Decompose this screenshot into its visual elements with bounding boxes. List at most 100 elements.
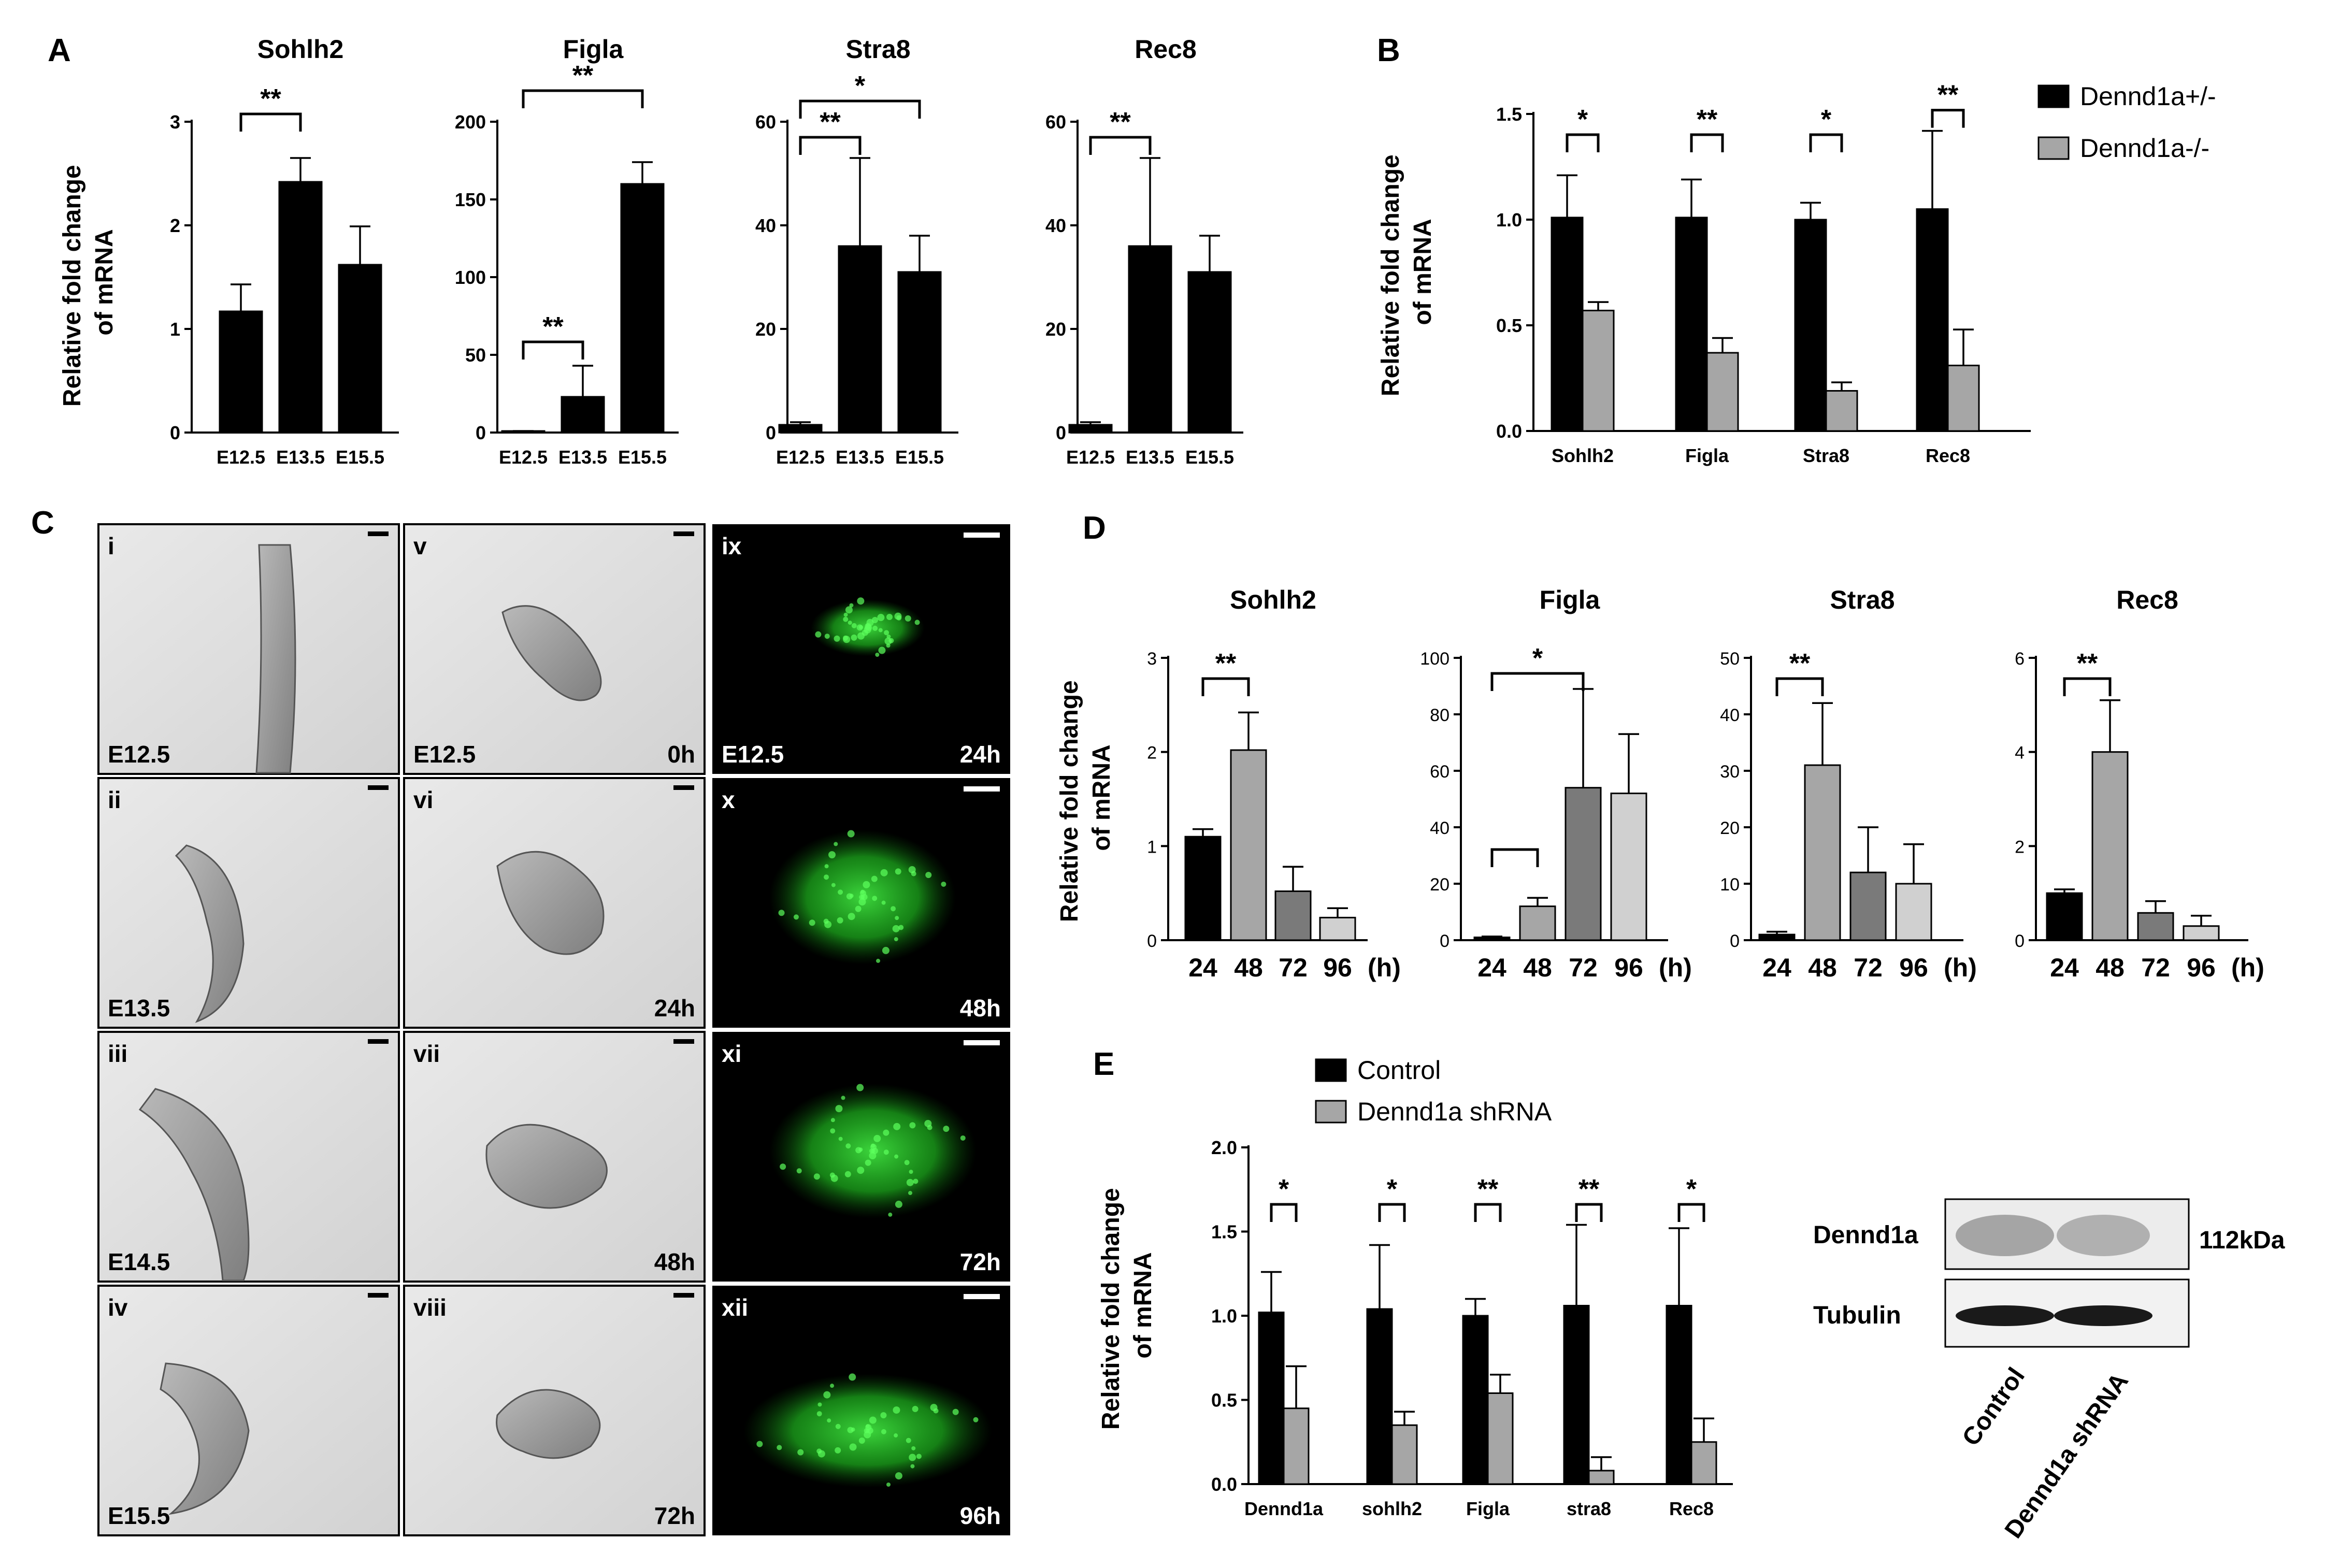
y-tick-label-D2-2: 40 bbox=[1430, 818, 1449, 838]
scale-bar bbox=[673, 785, 694, 790]
image-roman-label: x bbox=[722, 786, 735, 813]
scale-bar bbox=[964, 1294, 1000, 1299]
image-time-label: 72h bbox=[960, 1248, 1001, 1275]
x-tick-label-D3-2: 72 bbox=[1854, 953, 1883, 982]
gfp-speckle bbox=[883, 1149, 889, 1155]
gfp-speckle bbox=[891, 906, 896, 912]
scale-bar bbox=[368, 531, 389, 536]
bar-D1-0 bbox=[1184, 836, 1222, 941]
gfp-speckle bbox=[916, 1454, 922, 1459]
chart-D2: Figla 0 20 40 60 80 100 24 48 72 96 (h) * bbox=[1420, 585, 1692, 982]
gfp-speckle bbox=[881, 1429, 886, 1434]
sig-bracket-A3-0 bbox=[799, 136, 862, 155]
tissue-outline bbox=[138, 1088, 250, 1282]
sig-mark-A3-0: ** bbox=[820, 107, 841, 137]
bar-B-0-3 bbox=[1916, 208, 1949, 432]
gfp-speckle bbox=[878, 646, 886, 654]
gfp-speckle bbox=[837, 917, 843, 924]
tissue-outline bbox=[175, 844, 245, 1023]
gfp-speckle bbox=[871, 1147, 878, 1154]
legend-label-E-0: Control bbox=[1357, 1056, 1441, 1085]
gfp-speckle bbox=[848, 621, 852, 625]
x-tick-label-B-1: Figla bbox=[1685, 445, 1729, 466]
bar-B-0-0 bbox=[1551, 217, 1584, 432]
panel-label-B: B bbox=[1377, 33, 1400, 68]
y-tick-label-A2-1: 50 bbox=[465, 344, 486, 366]
gfp-speckle bbox=[893, 1123, 901, 1130]
bar-D1-3 bbox=[1319, 916, 1356, 941]
gfp-speckle bbox=[827, 1418, 831, 1423]
image-time-label: 96h bbox=[960, 1502, 1001, 1529]
bar-E-0-4 bbox=[1666, 1305, 1692, 1485]
y-tick-label-D3-4: 40 bbox=[1720, 706, 1740, 725]
sig-bracket-B-0 bbox=[1566, 133, 1600, 152]
gfp-speckle bbox=[824, 920, 832, 928]
image-c1-2: iii E14.5 bbox=[97, 1031, 400, 1283]
gfp-speckle bbox=[925, 872, 932, 879]
chart-title-A2: Figla bbox=[563, 35, 624, 64]
y-tick-label-D1-1: 1 bbox=[1147, 837, 1157, 857]
y-tick-label-A3-3: 60 bbox=[755, 111, 776, 133]
bar-A3-1 bbox=[838, 245, 882, 434]
gfp-speckle bbox=[930, 1404, 938, 1412]
sig-mark-B-0: * bbox=[1577, 105, 1588, 135]
sig-bracket-D2-0 bbox=[1490, 848, 1539, 867]
gfp-speckle bbox=[849, 1443, 857, 1451]
y-tick-label-D1-0: 0 bbox=[1147, 931, 1157, 951]
bar-D2-2 bbox=[1565, 787, 1602, 941]
image-c3-2: xi 72h bbox=[712, 1032, 1010, 1282]
gfp-speckle bbox=[796, 1168, 802, 1174]
bar-A1-0 bbox=[219, 310, 263, 434]
gfp-speckle bbox=[941, 881, 946, 887]
sig-bracket-E-0 bbox=[1270, 1203, 1298, 1222]
gfp-speckle bbox=[886, 643, 891, 648]
gfp-speckle bbox=[777, 1445, 782, 1450]
bar-B-0-2 bbox=[1794, 219, 1827, 432]
gfp-speckle bbox=[834, 635, 840, 642]
y-tick-label-D3-3: 30 bbox=[1720, 762, 1740, 782]
y-tick-label-D1-2: 2 bbox=[1147, 743, 1157, 763]
gfp-speckle bbox=[893, 1406, 900, 1414]
bar-E-1-3 bbox=[1588, 1470, 1615, 1485]
gfp-speckle bbox=[860, 889, 865, 894]
gfp-speckle bbox=[880, 1412, 887, 1419]
x-tick-label-B-0: Sohlh2 bbox=[1552, 445, 1614, 466]
x-tick-label-D2-3: 96 bbox=[1614, 953, 1643, 982]
gfp-speckle bbox=[973, 1417, 979, 1422]
x-tick-label-D3-0: 24 bbox=[1762, 953, 1791, 982]
tissue-outline bbox=[496, 1389, 601, 1459]
tissue-outline bbox=[496, 851, 605, 955]
x-tick-label-D3-1: 48 bbox=[1808, 953, 1837, 982]
gfp-speckle bbox=[824, 634, 830, 639]
sig-mark-A4-0: ** bbox=[1110, 107, 1131, 137]
gfp-speckle bbox=[904, 1160, 910, 1166]
tissue-outline bbox=[255, 544, 296, 774]
y-tick-label-D3-0: 0 bbox=[1730, 931, 1740, 951]
sig-bracket-B-1 bbox=[1690, 133, 1724, 152]
x-tick-label-A2-1: E13.5 bbox=[558, 447, 607, 468]
sig-bracket-B-2 bbox=[1809, 133, 1843, 152]
x-tick-label-A3-2: E15.5 bbox=[895, 447, 944, 468]
bar-D3-2 bbox=[1849, 871, 1887, 941]
x-tick-label-B-3: Rec8 bbox=[1926, 445, 1970, 466]
legend-label-B-0: Dennd1a+/- bbox=[2080, 82, 2216, 111]
sig-mark-A2-0: ** bbox=[542, 312, 564, 342]
gfp-speckle bbox=[830, 1174, 838, 1182]
bar-A1-1 bbox=[278, 181, 323, 434]
y-axis-title-E-line1: Relative fold change bbox=[1097, 1188, 1125, 1430]
gfp-speckle bbox=[895, 1472, 902, 1480]
gfp-speckle bbox=[843, 636, 851, 643]
y-tick-label-A2-2: 100 bbox=[455, 267, 486, 288]
y-axis-title-D: Relative fold change of mRNA bbox=[1056, 673, 1115, 922]
bar-E-1-2 bbox=[1487, 1392, 1514, 1485]
image-time-label: 48h bbox=[960, 995, 1001, 1022]
x-unit-D4: (h) bbox=[2231, 953, 2264, 982]
y-tick-label-A1-3: 3 bbox=[170, 111, 180, 133]
western-blot: Dennd1a Tubulin 112kDa Control Dennd1a s… bbox=[1813, 1198, 2285, 1543]
y-tick-label-A4-2: 40 bbox=[1045, 215, 1066, 236]
y-axis-title-B: Relative fold change of mRNA bbox=[1377, 148, 1437, 396]
gfp-speckle bbox=[913, 1178, 918, 1184]
gfp-speckle bbox=[914, 620, 920, 625]
bar-D1-1 bbox=[1230, 749, 1267, 941]
gfp-speckle bbox=[756, 1441, 763, 1447]
